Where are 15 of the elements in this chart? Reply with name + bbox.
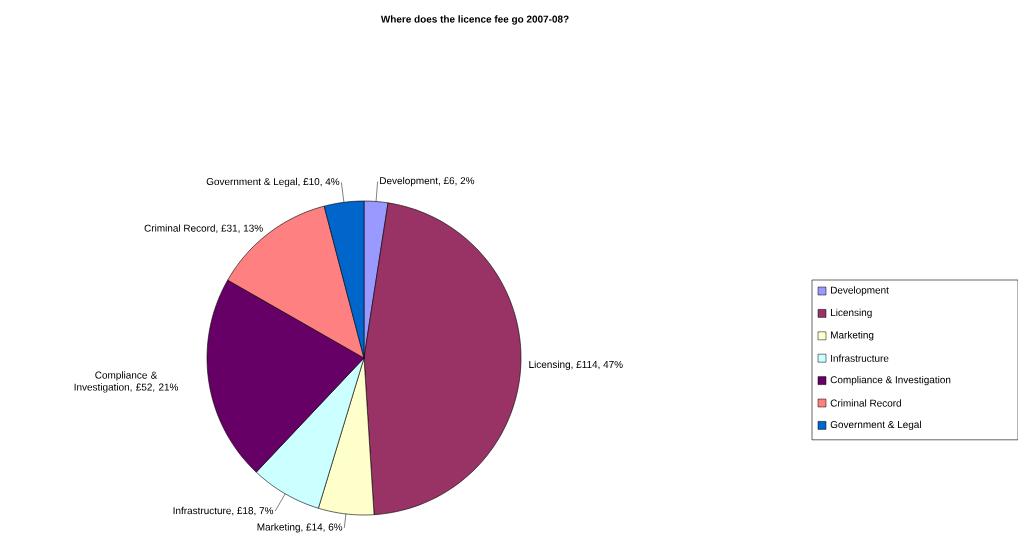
legend-label: Government & Legal	[830, 420, 921, 431]
data-label: Marketing, £14, 6%	[257, 523, 343, 533]
legend-label: Marketing	[831, 331, 874, 341]
chart-title: Where does the licence fee go 2007-08?	[380, 15, 569, 25]
legend-label: Infrastructure	[831, 354, 889, 362]
legend-label: Licensing	[831, 308, 872, 319]
legend-label: Criminal Record	[830, 399, 901, 407]
data-label: Licensing, £114, 47%	[529, 360, 623, 370]
data-label: Government & Legal, £10, 4%	[206, 177, 340, 188]
data-label: Compliance & Investigation, £52, 21%	[74, 371, 179, 393]
data-label: Criminal Record, £31, 13%	[144, 224, 263, 233]
data-label: Infrastructure, £18, 7%	[173, 506, 274, 516]
legend-label: Compliance & Investigation	[830, 375, 951, 386]
legend-label: Development	[831, 286, 889, 296]
data-label: Development, £6, 2%	[380, 176, 475, 187]
